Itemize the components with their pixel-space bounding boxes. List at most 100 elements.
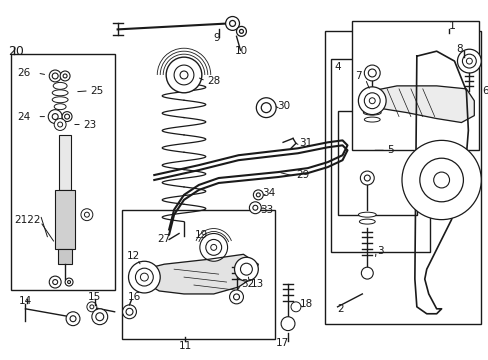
- Text: 5: 5: [386, 145, 393, 155]
- Circle shape: [249, 202, 261, 214]
- Text: 32: 32: [241, 279, 254, 289]
- Circle shape: [229, 21, 235, 26]
- Text: 29: 29: [295, 170, 308, 180]
- Circle shape: [66, 312, 80, 326]
- Circle shape: [252, 205, 257, 210]
- Circle shape: [364, 65, 379, 81]
- Circle shape: [401, 140, 480, 220]
- Circle shape: [84, 212, 89, 217]
- Bar: [330, 59, 429, 252]
- Text: 16: 16: [127, 292, 141, 302]
- Text: 20: 20: [9, 45, 24, 58]
- Circle shape: [48, 110, 62, 123]
- Circle shape: [233, 294, 239, 300]
- Circle shape: [358, 87, 386, 114]
- Circle shape: [81, 209, 93, 221]
- Text: 23: 23: [83, 120, 96, 130]
- Circle shape: [54, 118, 66, 130]
- Text: 6: 6: [481, 86, 488, 96]
- Circle shape: [70, 316, 76, 322]
- Circle shape: [225, 17, 239, 30]
- Circle shape: [53, 280, 58, 284]
- Circle shape: [52, 114, 58, 120]
- Text: 15: 15: [88, 292, 101, 302]
- Circle shape: [256, 98, 276, 118]
- Circle shape: [364, 175, 369, 181]
- Circle shape: [419, 158, 463, 202]
- Ellipse shape: [52, 97, 68, 103]
- Circle shape: [234, 257, 258, 281]
- Bar: [352, 22, 478, 150]
- Circle shape: [60, 71, 70, 81]
- Circle shape: [239, 30, 243, 33]
- Ellipse shape: [362, 102, 382, 107]
- Circle shape: [166, 57, 202, 93]
- Circle shape: [87, 302, 97, 312]
- Circle shape: [92, 309, 107, 325]
- Text: 9: 9: [213, 33, 220, 43]
- Bar: [58, 249, 72, 264]
- Ellipse shape: [364, 117, 379, 122]
- Polygon shape: [362, 86, 473, 122]
- Bar: [59, 135, 71, 190]
- Text: 31: 31: [298, 138, 311, 148]
- Text: 14: 14: [19, 296, 32, 306]
- Circle shape: [67, 280, 70, 284]
- Ellipse shape: [359, 219, 374, 224]
- Circle shape: [210, 244, 216, 250]
- Text: 30: 30: [277, 101, 290, 111]
- Text: 12: 12: [126, 251, 140, 261]
- Circle shape: [58, 122, 62, 127]
- Text: 19: 19: [195, 230, 208, 240]
- Circle shape: [49, 276, 61, 288]
- Circle shape: [180, 71, 187, 79]
- Ellipse shape: [52, 90, 68, 96]
- Polygon shape: [129, 254, 258, 294]
- Circle shape: [49, 70, 61, 82]
- Circle shape: [261, 103, 271, 113]
- Circle shape: [236, 26, 246, 36]
- Circle shape: [135, 268, 153, 286]
- Circle shape: [360, 171, 373, 185]
- Bar: [55, 190, 75, 249]
- Circle shape: [64, 114, 69, 119]
- Circle shape: [62, 112, 72, 122]
- Circle shape: [63, 74, 67, 78]
- Circle shape: [200, 234, 227, 261]
- Circle shape: [290, 302, 300, 312]
- Text: 3: 3: [376, 246, 383, 256]
- Text: 4: 4: [334, 62, 341, 72]
- Text: 27: 27: [157, 234, 170, 244]
- Circle shape: [368, 98, 374, 104]
- Circle shape: [256, 193, 260, 197]
- Text: 2: 2: [337, 304, 344, 314]
- Text: 7: 7: [355, 71, 361, 81]
- Text: 2122: 2122: [15, 215, 41, 225]
- Circle shape: [96, 313, 103, 321]
- Text: 25: 25: [90, 86, 103, 96]
- Circle shape: [140, 273, 148, 281]
- Bar: [337, 111, 416, 215]
- Circle shape: [433, 172, 448, 188]
- Circle shape: [240, 263, 252, 275]
- Bar: [11, 54, 114, 290]
- Ellipse shape: [358, 212, 375, 217]
- Circle shape: [364, 93, 379, 109]
- Text: 33: 33: [260, 205, 273, 215]
- Text: 10: 10: [234, 46, 247, 56]
- Circle shape: [367, 69, 375, 77]
- Bar: [324, 31, 480, 324]
- Text: 34: 34: [262, 188, 275, 198]
- Ellipse shape: [54, 104, 66, 110]
- Circle shape: [174, 65, 194, 85]
- Circle shape: [65, 278, 73, 286]
- Bar: [122, 210, 275, 338]
- Ellipse shape: [53, 82, 67, 89]
- Circle shape: [126, 308, 133, 315]
- Circle shape: [229, 290, 243, 304]
- Text: 8: 8: [455, 44, 462, 54]
- Circle shape: [457, 49, 480, 73]
- Text: 26: 26: [18, 68, 31, 78]
- Circle shape: [52, 73, 58, 79]
- Circle shape: [205, 239, 221, 255]
